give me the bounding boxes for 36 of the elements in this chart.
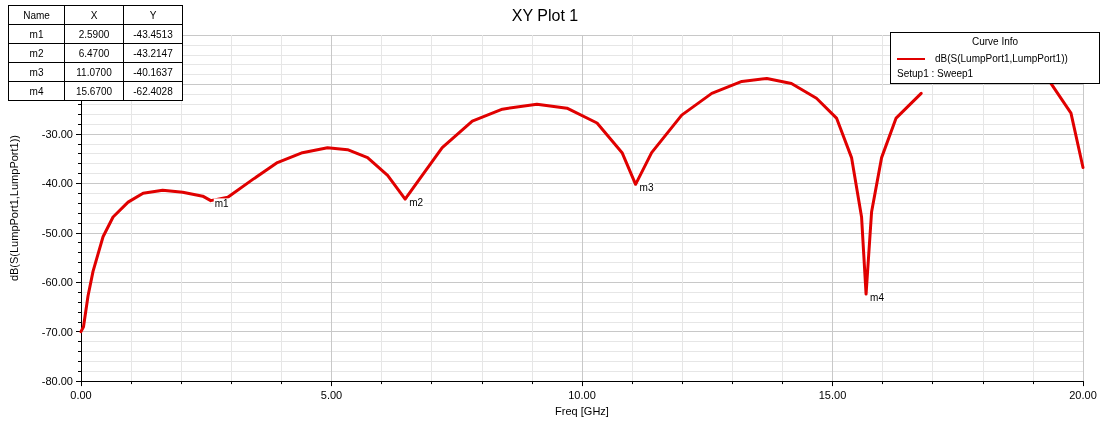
x-axis-title: Freq [GHz] [555, 404, 609, 417]
x-tick-label: 0.00 [70, 388, 92, 401]
annotation: Setup1 : Sweep1 [896, 67, 975, 81]
legend-title: Curve Info [970, 35, 1020, 49]
annotation: 15.6700 [64, 81, 124, 101]
y-tick-label: -80.00 [41, 375, 73, 388]
text: Y [123, 5, 183, 25]
text: m4 [8, 81, 65, 101]
annotation: m1 [214, 197, 230, 209]
text: m2 [8, 43, 65, 63]
chart-title: XY Plot 1 [511, 6, 579, 24]
y-tick-label: -30.00 [41, 127, 73, 140]
y-tick-label: -60.00 [41, 276, 73, 289]
text: X [64, 5, 124, 25]
legend-label: dB(S(LumpPort1,LumpPort1)) [935, 53, 1068, 64]
text: m3 [8, 62, 65, 82]
y-tick-label: -40.00 [41, 177, 73, 190]
y-tick-label: -70.00 [41, 325, 73, 338]
annotation: -43.4513 [123, 24, 183, 44]
annotation: 6.4700 [64, 43, 124, 63]
x-tick-label: 5.00 [320, 388, 343, 401]
annotation: 2.5900 [64, 24, 124, 44]
x-tick-label: 15.00 [818, 388, 847, 401]
y-tick-label: -50.00 [41, 226, 73, 239]
annotation: 11.0700 [64, 62, 124, 82]
annotation: -40.1637 [123, 62, 183, 82]
text: Name [8, 5, 65, 25]
x-tick-label: 20.00 [1069, 388, 1097, 401]
text: m1 [8, 24, 65, 44]
x-tick-label: 10.00 [568, 388, 596, 401]
annotation: m2 [409, 196, 424, 208]
annotation: m4 [870, 291, 885, 303]
y-axis-title: dB(S(LumpPort1,LumpPort1)) [7, 134, 20, 282]
annotation: -62.4028 [123, 81, 183, 101]
annotation: m3 [639, 181, 654, 193]
annotation: -43.2147 [123, 43, 183, 63]
